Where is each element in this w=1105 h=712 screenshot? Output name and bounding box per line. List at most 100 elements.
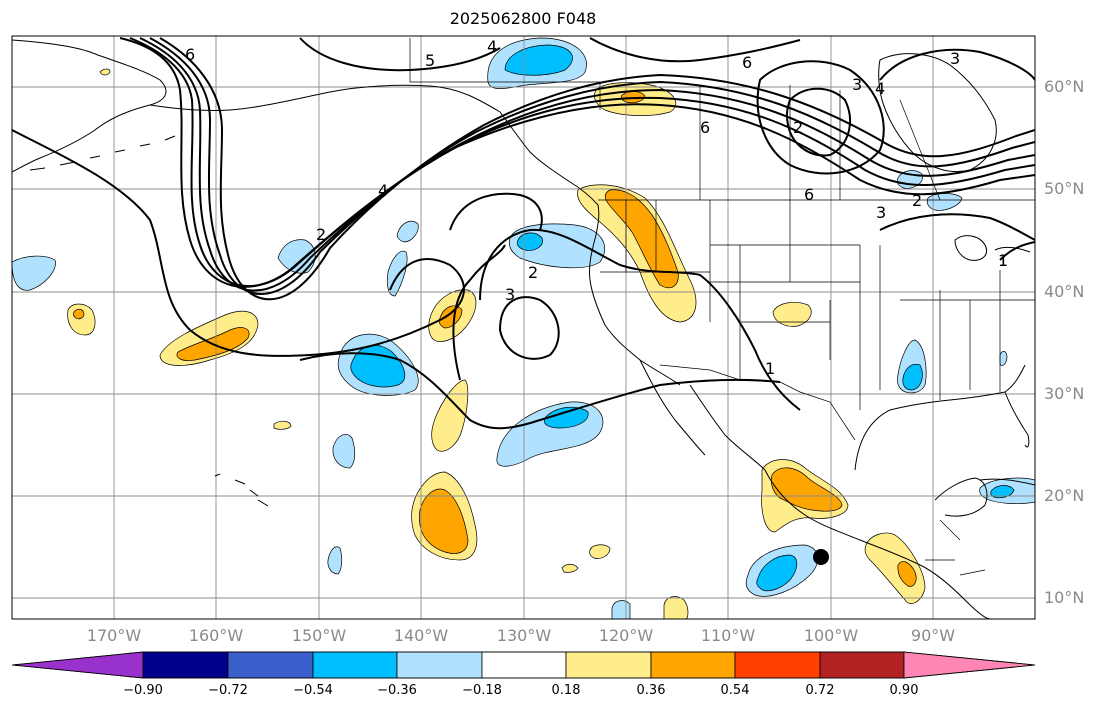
colorbar-segment xyxy=(227,651,314,679)
yucatan xyxy=(934,477,988,517)
negative-anomaly-core xyxy=(543,406,589,429)
contour-label: 2 xyxy=(912,191,922,210)
positive-anomaly-region xyxy=(431,379,469,452)
hawaii-islands xyxy=(214,473,269,507)
negative-anomaly-core xyxy=(350,345,406,388)
contour-label: 3 xyxy=(505,285,515,304)
coastlines xyxy=(12,39,1035,619)
negative-anomaly-region xyxy=(327,546,343,575)
colorbar xyxy=(11,651,1036,679)
colorbar-extend-high xyxy=(903,651,1036,679)
negative-anomaly-core xyxy=(756,554,798,592)
map-frame xyxy=(11,35,1036,620)
longitude-label: 170°W xyxy=(86,626,142,645)
latitude-label: 20°N xyxy=(1044,486,1085,505)
hudson-low-inner xyxy=(785,87,851,157)
north-contour-6 xyxy=(589,37,801,63)
latitude-label: 60°N xyxy=(1044,77,1085,96)
canada-province-lines xyxy=(699,85,941,201)
longitude-label: 100°W xyxy=(803,626,859,645)
alaska-canada-border xyxy=(409,38,601,110)
alaska-coast xyxy=(12,39,167,173)
contour-label: 2 xyxy=(528,263,538,282)
longitude-label: 90°W xyxy=(910,626,956,645)
positive-anomaly-core xyxy=(438,305,463,329)
contour-label: 4 xyxy=(487,37,497,56)
colorbar-tick-label: 0.36 xyxy=(636,683,666,698)
colorbar-segment xyxy=(481,651,567,679)
outer-low-contour xyxy=(452,244,506,381)
colorbar-tick-label: 0.18 xyxy=(551,683,581,698)
negative-anomaly-region xyxy=(999,351,1008,366)
contour-label: 1 xyxy=(998,251,1008,270)
contour-lines xyxy=(12,37,1035,430)
negative-anomaly-region xyxy=(12,255,56,291)
east-contour-3 xyxy=(879,48,1035,81)
colorbar-tick-label: −0.36 xyxy=(377,683,417,698)
negative-anomaly-region xyxy=(926,193,963,211)
positive-anomaly-region xyxy=(663,596,689,619)
positive-anomaly-core xyxy=(418,488,469,554)
negative-anomaly-region xyxy=(277,239,316,274)
gulf-coast xyxy=(854,364,1026,471)
graticule xyxy=(12,36,1035,619)
british-columbia-coast xyxy=(499,111,600,236)
cuba xyxy=(979,478,1035,486)
north-contour-5 xyxy=(299,37,501,72)
hudson-low-outer xyxy=(756,60,885,175)
contour-label: 6 xyxy=(700,118,710,137)
contour-label: 6 xyxy=(185,45,195,64)
aleutian-islands xyxy=(29,135,176,171)
latitude-label: 10°N xyxy=(1044,588,1085,607)
negative-anomaly-region xyxy=(332,434,356,469)
inner-low-contour xyxy=(498,296,560,360)
colorbar-extend-low xyxy=(11,651,144,679)
colorbar-segment xyxy=(734,651,821,679)
positive-anomaly-region xyxy=(864,532,926,604)
contour-label: 2 xyxy=(316,225,326,244)
east-contour-2 xyxy=(879,213,1035,241)
contour-labels: 4 5 6 6 3 4 6 2 4 2 3 6 3 2 1 1 2 3 xyxy=(185,37,1008,378)
colorbar-tick-label: −0.54 xyxy=(293,683,333,698)
location-marker xyxy=(813,549,829,565)
contour-label: 4 xyxy=(378,181,388,200)
us-west-coast xyxy=(589,234,681,386)
colorbar-segment xyxy=(565,651,652,679)
contour-label: 3 xyxy=(950,49,960,68)
positive-anomaly-region xyxy=(772,302,812,327)
positive-anomaly-region xyxy=(99,68,111,76)
negative-anomaly-region xyxy=(611,600,631,619)
central-america-borders xyxy=(925,519,986,576)
negative-anomaly-core xyxy=(504,44,573,76)
gulf-contour xyxy=(999,241,1035,261)
contour-label: 1 xyxy=(765,359,775,378)
colorbar-tick-label: −0.72 xyxy=(208,683,248,698)
longitude-label: 130°W xyxy=(496,626,552,645)
colorbar-tick-label: 0.90 xyxy=(889,683,919,698)
political-borders xyxy=(409,38,1035,576)
contour-label: 6 xyxy=(804,185,814,204)
south-closed-contour xyxy=(299,352,781,430)
colorbar-segment xyxy=(396,651,483,679)
longitude-label: 120°W xyxy=(598,626,654,645)
positive-anomaly-region xyxy=(67,303,96,336)
colorbar-tick-label: −0.90 xyxy=(123,683,163,698)
southern-contour xyxy=(12,129,465,357)
baja-california xyxy=(639,359,766,471)
latitude-label: 40°N xyxy=(1044,282,1085,301)
longitude-label: 160°W xyxy=(188,626,244,645)
colorbar-tick-label: 0.72 xyxy=(805,683,835,698)
negative-anomaly-core xyxy=(990,485,1015,499)
longitude-label: 140°W xyxy=(393,626,449,645)
contour-label: 4 xyxy=(875,79,885,98)
colorbar-segment xyxy=(650,651,736,679)
longitude-label: 110°W xyxy=(700,626,756,645)
colorbar-outline xyxy=(11,651,1036,679)
latitude-label: 50°N xyxy=(1044,179,1085,198)
latitude-label: 30°N xyxy=(1044,384,1085,403)
shading-layer xyxy=(12,37,1035,619)
contour-label: 5 xyxy=(425,51,435,70)
us-mexico-border xyxy=(659,364,856,441)
contour-label: 3 xyxy=(876,203,886,222)
